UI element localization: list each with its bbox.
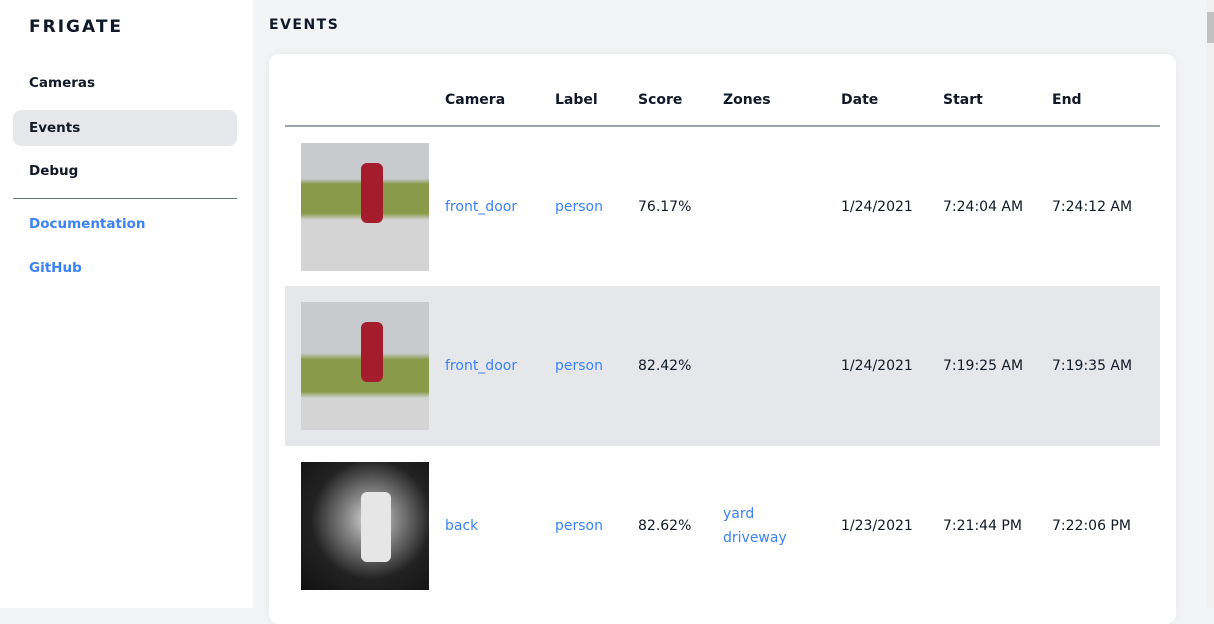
column-header-label: Label <box>555 74 638 127</box>
zone-link[interactable]: driveway <box>723 530 787 546</box>
column-header-score: Score <box>638 74 723 127</box>
label-link[interactable]: person <box>555 358 603 374</box>
event-thumbnail[interactable] <box>301 142 429 271</box>
events-card: Camera Label Score Zones Date Start End … <box>269 54 1176 624</box>
zones <box>723 126 841 286</box>
column-header-thumbnail <box>285 74 445 127</box>
github-link[interactable]: GitHub <box>29 260 82 276</box>
camera-link[interactable]: front_door <box>445 198 518 215</box>
table-row[interactable]: front_door person 76.17% 1/24/2021 7:24:… <box>285 126 1160 286</box>
scrollbar[interactable] <box>1207 0 1214 608</box>
brand-logo: FRIGATE <box>29 17 124 37</box>
column-header-zones: Zones <box>723 74 841 127</box>
zones: yard driveway <box>723 446 841 606</box>
column-header-start: Start <box>943 74 1052 127</box>
score: 76.17% <box>638 198 692 215</box>
event-thumbnail[interactable] <box>301 302 429 430</box>
start-time: 7:19:25 AM <box>943 286 1052 446</box>
label-link[interactable]: person <box>555 198 603 215</box>
score: 82.42% <box>638 286 723 446</box>
sidebar: FRIGATE Cameras Events Debug Documentati… <box>0 0 253 608</box>
date: 1/24/2021 <box>841 286 943 446</box>
camera-link[interactable]: back <box>445 518 479 534</box>
zone-link[interactable]: yard <box>723 506 755 522</box>
end-time: 7:24:12 AM <box>1052 198 1133 215</box>
table-row[interactable]: front_door person 82.42% 1/24/2021 7:19:… <box>285 286 1160 446</box>
documentation-link[interactable]: Documentation <box>29 216 146 232</box>
scrollbar-thumb[interactable] <box>1207 12 1214 43</box>
table-row[interactable]: back person 82.62% yard driveway 1/23/20… <box>285 446 1160 606</box>
start-time: 7:21:44 PM <box>943 518 1022 534</box>
score: 82.62% <box>638 518 692 534</box>
event-thumbnail[interactable] <box>301 462 429 590</box>
zones <box>723 286 841 446</box>
events-table: Camera Label Score Zones Date Start End … <box>285 74 1160 606</box>
end-time: 7:19:35 AM <box>1052 286 1160 446</box>
column-header-date: Date <box>841 74 943 127</box>
label-link[interactable]: person <box>555 518 603 534</box>
sidebar-item-debug[interactable]: Debug <box>29 163 79 179</box>
date: 1/24/2021 <box>841 198 913 215</box>
date: 1/23/2021 <box>841 518 913 534</box>
camera-link[interactable]: front_door <box>445 358 518 374</box>
sidebar-item-cameras[interactable]: Cameras <box>29 75 96 91</box>
sidebar-divider <box>13 198 237 199</box>
column-header-end: End <box>1052 74 1160 127</box>
sidebar-item-events[interactable]: Events <box>13 110 237 146</box>
end-time: 7:22:06 PM <box>1052 518 1131 534</box>
column-header-camera: Camera <box>445 74 555 127</box>
page-title: EVENTS <box>269 17 340 33</box>
start-time: 7:24:04 AM <box>943 198 1024 215</box>
